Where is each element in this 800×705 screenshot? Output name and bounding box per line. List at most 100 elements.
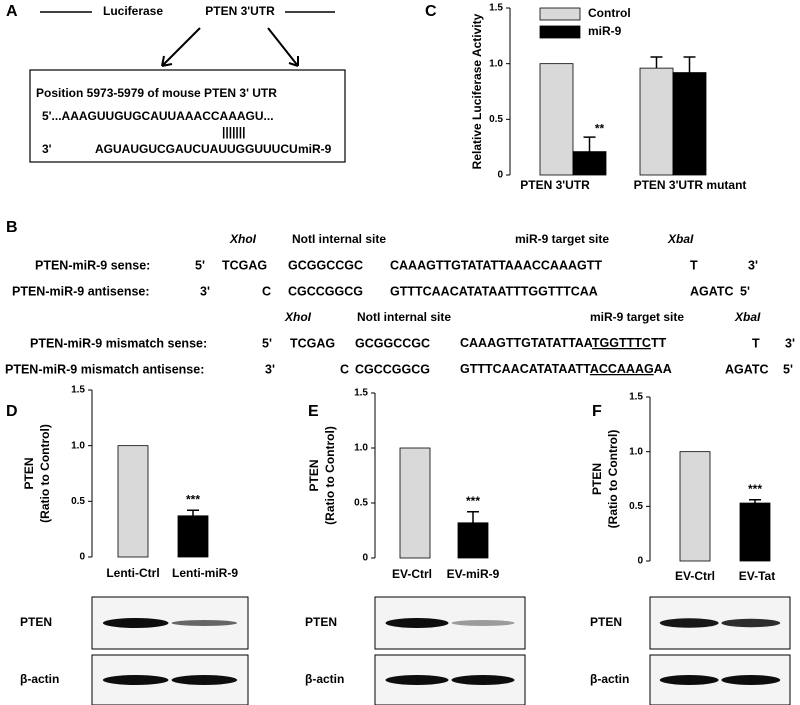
legend-swatch <box>539 7 581 21</box>
panel-label: D <box>6 403 18 420</box>
blot-band <box>451 620 515 626</box>
sequence: 5' <box>783 362 793 376</box>
bar <box>457 522 489 559</box>
blot-label: PTEN <box>305 615 337 629</box>
site-label: NotI internal site <box>357 310 451 324</box>
blot-band <box>102 675 169 685</box>
site-label: XhoI <box>229 232 257 246</box>
y-tick-label: 0.5 <box>354 498 368 509</box>
arrows <box>161 27 299 67</box>
error-bar <box>683 56 696 73</box>
panel-a: A Luciferase PTEN 3'UTR Position 5973-59… <box>6 3 346 163</box>
y-axis-title: PTEN <box>22 457 36 489</box>
mirna-end: 3' <box>42 142 52 156</box>
site-label: XhoI <box>284 310 312 324</box>
sequence-part: TGGTTTC <box>592 336 651 350</box>
panel-b: B XhoI NotI internal site miR-9 target sit… <box>5 219 795 376</box>
y-tick-label: 0 <box>362 553 368 564</box>
y-tick-label: 1.0 <box>71 440 85 451</box>
blot-band <box>659 618 719 628</box>
error-bar <box>650 56 663 69</box>
mirna-name: miR-9 <box>298 142 332 156</box>
y-tick-label: 0 <box>79 552 85 563</box>
row-label: PTEN-miR-9 mismatch antisense: <box>5 362 204 376</box>
target-sequence: 5'...AAAGUUGUGCAUUAAACCAAAGU... <box>42 109 274 123</box>
panel-label: E <box>308 403 319 420</box>
y-axis-title: (Ratio to Control) <box>323 426 337 525</box>
blot-label: β-actin <box>20 672 59 686</box>
annotation: ** <box>595 121 605 135</box>
x-tick-label: EV-Tat <box>739 569 775 583</box>
y-tick-label: 1.5 <box>489 3 503 14</box>
sequence: 3' <box>265 362 275 376</box>
sequence: 3' <box>200 284 210 298</box>
sequence: C <box>262 284 271 298</box>
blot-band <box>721 618 781 628</box>
blot-label: β-actin <box>305 672 344 686</box>
sequence: TCGAG <box>290 336 335 350</box>
x-tick-label: Lenti-Ctrl <box>106 566 159 580</box>
sequence: 5' <box>262 336 272 350</box>
bar <box>739 502 771 562</box>
blot-label: PTEN <box>20 615 52 629</box>
sequence: GTTTCAACATATAATTACCAAAGAA <box>460 362 672 376</box>
box-title: Position 5973-5979 of mouse PTEN 3' UTR <box>36 86 277 100</box>
error-bar <box>467 511 479 523</box>
bar <box>572 151 607 176</box>
construct-label: PTEN 3'UTR <box>205 4 275 18</box>
row-label: PTEN-miR-9 mismatch sense: <box>30 336 207 350</box>
y-tick-label: 0 <box>497 170 503 181</box>
y-axis-title: PTEN <box>307 459 321 491</box>
panel-label: F <box>592 403 602 420</box>
y-tick-label: 0.5 <box>489 114 503 125</box>
error-bar <box>583 136 596 152</box>
construct-label: Luciferase <box>103 4 163 18</box>
row-label: PTEN-miR-9 sense: <box>35 258 150 272</box>
x-tick-label: EV-miR-9 <box>447 567 500 581</box>
x-tick-label: Lenti-miR-9 <box>172 566 238 580</box>
sequence: CGCCGGCG <box>355 362 430 376</box>
sequence: C <box>340 362 349 376</box>
blot-band <box>451 675 515 685</box>
y-tick-label: 1.0 <box>489 58 503 69</box>
bar <box>672 72 707 176</box>
sequence-part: CAAAGTTGTATATTAA <box>460 336 593 350</box>
sequence-part: ACCAAAG <box>590 362 654 376</box>
sequence: 5' <box>740 284 750 298</box>
x-tick-label: EV-Ctrl <box>675 569 715 583</box>
y-tick-label: 1.5 <box>354 388 368 399</box>
sequence: GCGGCCGC <box>288 258 363 272</box>
site-label: miR-9 target site <box>590 310 684 324</box>
sequence: GTTTCAACATATAATTTGGTTTCAA <box>390 284 598 298</box>
blot-band <box>721 675 781 685</box>
legend-label: miR-9 <box>588 24 622 38</box>
bar <box>399 447 431 559</box>
legend-swatch <box>539 25 581 39</box>
bar <box>539 63 574 176</box>
blot-band <box>659 675 719 685</box>
bar <box>639 67 674 176</box>
y-tick-label: 1.5 <box>71 385 85 396</box>
bar <box>679 451 711 562</box>
blot-label: PTEN <box>590 615 622 629</box>
x-tick-label: PTEN 3'UTR mutant <box>634 178 747 192</box>
pairing: ||||||| <box>222 125 246 139</box>
sequence: 3' <box>748 258 758 272</box>
y-tick-label: 0 <box>637 556 643 567</box>
panel-label: A <box>6 3 18 20</box>
charts: C 0 0.5 1.0 1.5 Relative Luciferase Activity P… <box>6 3 791 705</box>
panel-label: B <box>6 219 18 236</box>
error-bar <box>187 509 199 516</box>
blot-band <box>385 675 449 685</box>
mirna-sequence: AGUAUGUCGAUCUAUUGGUUUCU <box>95 142 298 156</box>
bar <box>177 515 209 558</box>
y-axis-title: PTEN <box>590 463 604 495</box>
sequence-part: TT <box>651 336 667 350</box>
y-tick-label: 0.5 <box>71 496 85 507</box>
site-label: XbaI <box>667 232 694 246</box>
site-label: NotI internal site <box>292 232 386 246</box>
sequence: T <box>690 258 698 272</box>
sequence: CAAAGTTGTATATTAAACCAAAGTT <box>390 258 602 272</box>
legend-label: Control <box>588 6 631 20</box>
